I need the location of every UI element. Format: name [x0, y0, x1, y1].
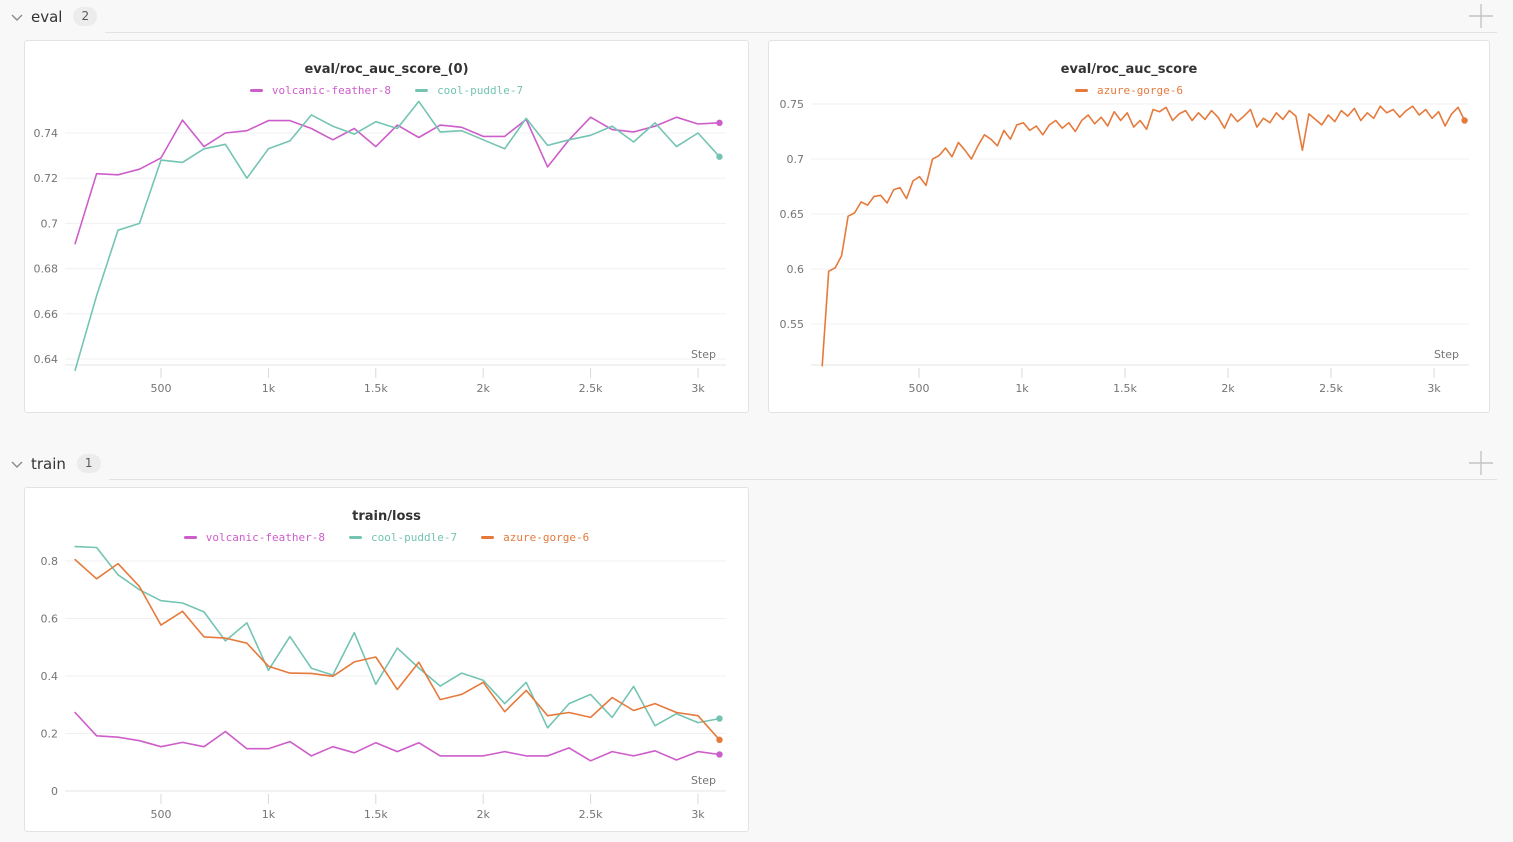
- x-tick-label: 500: [151, 808, 172, 821]
- legend-swatch-icon: [349, 536, 363, 539]
- chart-title: eval/roc_auc_score: [1060, 62, 1198, 77]
- y-tick-label: 0.72: [34, 172, 59, 185]
- series-line: [74, 116, 721, 245]
- series-line: [821, 105, 1466, 367]
- x-tick-label: 1.5k: [364, 808, 388, 821]
- y-tick-label: 0.66: [34, 308, 59, 321]
- legend-run-name: volcanic-feather-8: [271, 84, 392, 97]
- y-tick-label: 0.8: [41, 555, 59, 568]
- legend-run-name: cool-puddle-7: [371, 531, 458, 544]
- section-count-badge: 1: [76, 454, 101, 473]
- x-tick-label: 2.5k: [579, 808, 603, 821]
- series-end-dot: [716, 715, 723, 722]
- x-tick-label: 500: [151, 382, 172, 395]
- section-divider: [108, 479, 1497, 480]
- y-tick-label: 0.74: [34, 127, 59, 140]
- series-end-dot: [716, 119, 723, 127]
- legend-item[interactable]: volcanic-feather-8: [183, 531, 326, 544]
- legend-run-name: cool-puddle-7: [437, 84, 524, 97]
- y-tick-label: 0.65: [780, 208, 805, 221]
- chart-legend: volcanic-feather-8 cool-puddle-7 azure-gor…: [25, 531, 748, 544]
- series-line: [74, 711, 721, 762]
- add-panel-button[interactable]: [1467, 2, 1495, 30]
- legend-swatch-icon: [183, 536, 197, 539]
- x-axis-title: Step: [1434, 348, 1459, 361]
- chart-title: train/loss: [352, 509, 421, 524]
- section-label: eval: [31, 7, 63, 26]
- legend-swatch-icon: [481, 536, 495, 539]
- x-tick-label: 1k: [1015, 382, 1029, 395]
- line-chart[interactable]: 0.8 0.6 0.4 0.2 0 500 1k 1.5k 2k 2.5k 3k Step: [25, 488, 750, 833]
- add-panel-button[interactable]: [1467, 449, 1495, 477]
- line-chart[interactable]: 0.75 0.7 0.65 0.6 0.55 500 1k 1.5k 2k 2.5k 3k Step: [769, 41, 1491, 414]
- chart-panel-train-loss: train/loss volcanic-feather-8 cool-puddle…: [24, 487, 749, 832]
- series-end-dot: [716, 153, 723, 160]
- y-tick-label: 0.4: [41, 670, 59, 683]
- x-tick-label: 1k: [262, 808, 276, 821]
- y-tick-label: 0.6: [41, 613, 59, 626]
- x-tick-label: 2k: [477, 382, 491, 395]
- section-count-badge: 2: [73, 7, 98, 26]
- legend-run-name: azure-gorge-6: [1096, 84, 1184, 97]
- x-tick-label: 3k: [691, 808, 705, 821]
- section-header-train: train 1: [0, 447, 1513, 480]
- plus-icon: [1469, 4, 1493, 28]
- line-chart[interactable]: 0.74 0.72 0.7 0.68 0.66 0.64 500 1k 1.5k 2k 2.5k 3k…: [25, 41, 750, 414]
- legend-swatch-icon: [249, 89, 263, 92]
- legend-run-name: azure-gorge-6: [503, 531, 590, 544]
- y-tick-label: 0.7: [787, 153, 805, 166]
- x-tick-label: 3k: [1427, 382, 1441, 395]
- chart-legend: volcanic-feather-8 cool-puddle-7: [25, 84, 748, 97]
- y-tick-label: 0.64: [34, 353, 59, 366]
- legend-swatch-icon: [1074, 89, 1088, 92]
- section-label: train: [31, 454, 66, 473]
- y-tick-label: 0.6: [787, 263, 805, 276]
- series-end-dot: [716, 751, 723, 758]
- y-tick-label: 0.2: [41, 728, 59, 741]
- chart-panel-roc-auc-score-0: eval/roc_auc_score_(0) volcanic-feather-…: [24, 40, 749, 413]
- series-line: [74, 100, 721, 372]
- train-panels-row: train/loss volcanic-feather-8 cool-puddle…: [0, 480, 1513, 832]
- series-line: [74, 558, 721, 741]
- section-header-eval: eval 2: [0, 0, 1513, 33]
- eval-panels-row: eval/roc_auc_score_(0) volcanic-feather-…: [0, 33, 1513, 413]
- y-tick-label: 0: [51, 785, 58, 798]
- plus-icon: [1469, 451, 1493, 475]
- x-tick-label: 3k: [691, 382, 705, 395]
- legend-item[interactable]: cool-puddle-7: [349, 531, 457, 544]
- y-tick-label: 0.68: [34, 263, 59, 276]
- x-tick-label: 2k: [477, 808, 491, 821]
- legend-item[interactable]: cool-puddle-7: [415, 84, 523, 97]
- chart-panel-roc-auc-score: eval/roc_auc_score azure-gorge-6 0.75 0.7…: [768, 40, 1490, 413]
- chevron-down-icon[interactable]: [10, 12, 24, 22]
- legend-item[interactable]: azure-gorge-6: [481, 531, 589, 544]
- x-tick-label: 1.5k: [1113, 382, 1137, 395]
- x-axis-title: Step: [691, 348, 716, 361]
- chevron-down-icon[interactable]: [10, 459, 24, 469]
- x-tick-label: 1k: [262, 382, 276, 395]
- y-tick-label: 0.7: [41, 217, 59, 230]
- legend-item[interactable]: volcanic-feather-8: [249, 84, 392, 97]
- chart-title: eval/roc_auc_score_(0): [304, 62, 469, 77]
- y-tick-label: 0.75: [780, 98, 805, 111]
- legend-run-name: volcanic-feather-8: [205, 531, 326, 544]
- legend-item[interactable]: azure-gorge-6: [1074, 84, 1184, 97]
- x-axis-title: Step: [691, 774, 716, 787]
- y-tick-label: 0.55: [780, 318, 805, 331]
- legend-swatch-icon: [415, 89, 429, 92]
- series-end-dot: [1461, 117, 1468, 124]
- chart-legend: azure-gorge-6: [769, 84, 1489, 97]
- x-tick-label: 2k: [1221, 382, 1235, 395]
- x-tick-label: 500: [909, 382, 930, 395]
- x-tick-label: 2.5k: [579, 382, 603, 395]
- series-end-dot: [716, 736, 723, 744]
- x-tick-label: 1.5k: [364, 382, 388, 395]
- series-line: [74, 545, 721, 729]
- section-divider: [105, 32, 1497, 33]
- x-tick-label: 2.5k: [1319, 382, 1343, 395]
